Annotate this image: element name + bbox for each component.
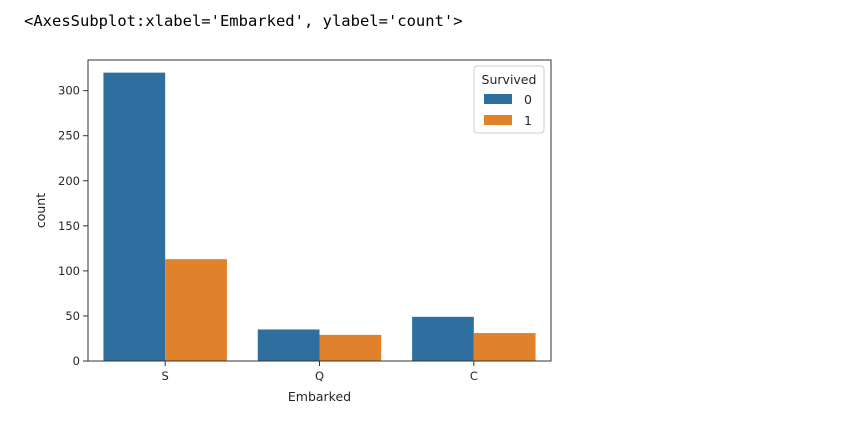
- bar-Q-survived-0: [257, 329, 320, 361]
- bar-C-survived-1: [473, 333, 536, 361]
- y-tick-label-50: 50: [65, 309, 80, 323]
- axes-repr-output: <AxesSubplot:xlabel='Embarked', ylabel='…: [24, 12, 463, 30]
- x-tick-label-S: S: [162, 369, 169, 383]
- y-axis-label: count: [33, 193, 48, 228]
- bar-Q-survived-1: [319, 334, 382, 361]
- y-tick-label-100: 100: [58, 264, 80, 278]
- x-axis-label: Embarked: [288, 389, 351, 404]
- plot-frame: [87, 59, 552, 362]
- legend-title: Survived: [482, 72, 537, 87]
- bar-S-survived-1: [165, 259, 227, 361]
- y-tick-label-250: 250: [58, 129, 80, 143]
- y-tick-label-0: 0: [73, 354, 80, 368]
- legend-swatch-1: [484, 115, 512, 125]
- legend-label-1: 1: [524, 113, 532, 128]
- bar-C-survived-0: [412, 316, 474, 361]
- legend: Survived 0 1: [473, 65, 545, 134]
- x-tick-label-C: C: [470, 369, 478, 383]
- legend-label-0: 0: [524, 92, 532, 107]
- ticks-group: S Q C 0 50 100 150 200 250 300: [58, 84, 478, 383]
- bars-group: [103, 72, 536, 362]
- legend-swatch-0: [484, 94, 512, 104]
- y-tick-label-200: 200: [58, 174, 80, 188]
- y-tick-label-300: 300: [58, 84, 80, 98]
- y-tick-label-150: 150: [58, 219, 80, 233]
- x-tick-label-Q: Q: [315, 369, 324, 383]
- bar-S-survived-0: [103, 72, 166, 362]
